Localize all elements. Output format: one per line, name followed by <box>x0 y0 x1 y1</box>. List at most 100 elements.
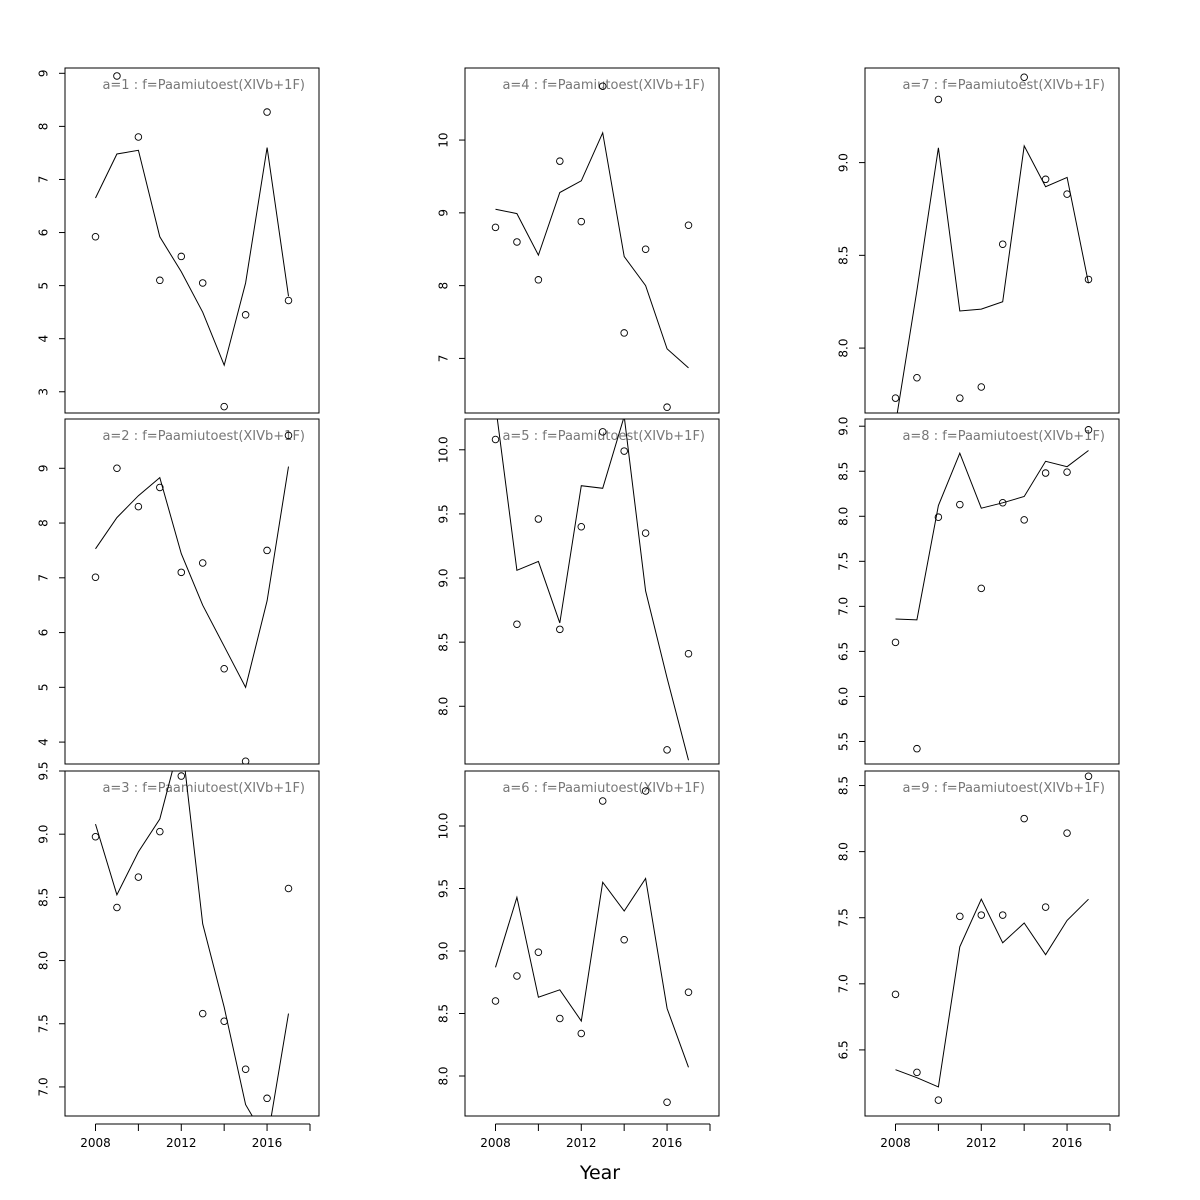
observed-point <box>934 1096 943 1104</box>
y-tick-label: 8.0 <box>37 951 51 970</box>
fitted-line <box>496 419 689 761</box>
y-tick-label: 7.5 <box>37 1014 51 1033</box>
observed-point <box>1084 772 1093 781</box>
fitted-line <box>95 771 289 1116</box>
observed-point <box>891 990 900 999</box>
observed-point <box>684 649 693 658</box>
fitted-line <box>895 450 1089 621</box>
observed-point <box>263 546 271 555</box>
observed-point <box>513 972 521 980</box>
observed-point <box>263 1094 271 1103</box>
panel-title: a=6 : f=Paamiutoest(XIVb+1F) <box>502 781 705 796</box>
panel-a4: 7 8 9 10 a=4 : f=Paamiutoest(XIVb+1F) <box>437 67 720 414</box>
observed-point <box>91 233 100 241</box>
x-axis-label: Year <box>579 1162 620 1184</box>
panel-title: a=3 : f=Paamiutoest(XIVb+1F) <box>102 781 305 796</box>
observed-point <box>598 797 607 805</box>
x-tick-label: 2008 <box>80 1136 111 1150</box>
panel-frame <box>64 67 320 414</box>
fitted-line <box>95 147 289 367</box>
y-tick-label: 3 <box>37 388 51 396</box>
panel-title: a=4 : f=Paamiutoest(XIVb+1F) <box>502 78 705 93</box>
observed-point <box>220 664 228 673</box>
y-tick-label: 8.0 <box>837 339 851 358</box>
panel-title: a=5 : f=Paamiutoest(XIVb+1F) <box>502 429 705 444</box>
observed-point <box>156 276 164 285</box>
observed-point <box>156 483 164 492</box>
x-tick-label: 2016 <box>1052 1136 1083 1150</box>
y-tick-label: 9 <box>37 464 51 472</box>
panel-data <box>491 787 693 1106</box>
fitted-line <box>495 877 689 1068</box>
observed-point <box>284 296 293 305</box>
y-tick-label: 6 <box>37 629 51 637</box>
panel-a6: 8.0 8.5 9.0 9.5 10.0 a=6 : f=Paamiutoest(XIVb… <box>437 770 720 1150</box>
observed-point <box>956 394 964 402</box>
y-tick-label: 7.0 <box>837 597 851 616</box>
y-tick-label: 9.0 <box>837 153 851 172</box>
observed-point <box>91 832 100 841</box>
observed-point <box>556 625 564 634</box>
observed-point <box>891 394 900 402</box>
y-tick-label: 9.0 <box>437 941 451 960</box>
observed-point <box>620 936 628 944</box>
observed-point <box>891 638 900 647</box>
y-tick-label: 10.0 <box>437 436 451 463</box>
y-tick-label: 5 <box>37 684 51 692</box>
y-tick-label: 8.5 <box>837 246 851 265</box>
y-tick-label: 9.0 <box>37 825 51 844</box>
observed-point <box>663 746 671 754</box>
panel-a9: 6.5 7.0 7.5 8.0 8.5 a=9 : f=Paamiutoest(XIVb+… <box>837 770 1120 1150</box>
observed-point <box>263 108 271 116</box>
observed-point <box>1041 175 1050 184</box>
observed-point <box>1041 469 1050 477</box>
observed-point <box>998 240 1007 248</box>
panel-frame <box>864 418 1120 765</box>
y-tick-label: 8.5 <box>37 888 51 907</box>
observed-point <box>913 744 921 753</box>
observed-point <box>1063 190 1071 198</box>
observed-point <box>1063 468 1071 476</box>
y-tick-label: 8 <box>437 282 451 290</box>
observed-point <box>220 402 228 411</box>
observed-point <box>998 911 1007 919</box>
observed-point <box>684 988 693 997</box>
panel-a3: 7.0 7.5 8.0 8.5 9.0 9.5 a=3 : f=Paamiutoest(XI… <box>37 761 320 1150</box>
observed-point <box>956 912 964 921</box>
observed-point <box>134 133 143 141</box>
y-tick-label: 7 <box>37 574 51 582</box>
observed-point <box>198 279 207 287</box>
observed-point <box>977 584 986 593</box>
panel-data <box>491 419 693 761</box>
fitted-line <box>95 466 289 689</box>
observed-point <box>113 72 121 80</box>
panel-title: a=8 : f=Paamiutoest(XIVb+1F) <box>902 429 1105 444</box>
y-tick-label: 8.5 <box>437 1004 451 1023</box>
observed-point <box>1020 814 1028 823</box>
panel-data <box>891 772 1093 1104</box>
observed-point <box>577 217 586 226</box>
observed-point <box>663 403 671 411</box>
y-tick-label: 8.0 <box>437 697 451 716</box>
panel-title: a=7 : f=Paamiutoest(XIVb+1F) <box>902 78 1105 93</box>
observed-point <box>913 374 921 382</box>
y-tick-label: 9 <box>437 209 451 217</box>
y-tick-label: 4 <box>37 335 51 343</box>
x-tick-label: 2012 <box>966 1136 997 1150</box>
fitted-line <box>896 144 1089 413</box>
x-tick-label: 2016 <box>252 1136 283 1150</box>
panel-data <box>891 426 1093 753</box>
y-tick-label: 6 <box>37 229 51 237</box>
y-tick-label: 10 <box>437 132 451 147</box>
panel-data <box>91 431 293 764</box>
observed-point <box>220 1017 228 1025</box>
observed-point <box>598 428 607 436</box>
y-tick-label: 7.0 <box>837 974 851 993</box>
panel-a8: 5.5 6.0 6.5 7.0 7.5 8.0 8.5 9.0 a=8 : f=Paamiuto… <box>837 417 1120 765</box>
observed-point <box>113 903 121 912</box>
observed-point <box>156 827 164 836</box>
panel-frame <box>464 67 720 414</box>
observed-point <box>956 500 964 509</box>
y-tick-label: 8.5 <box>437 633 451 652</box>
observed-point <box>1063 829 1071 837</box>
